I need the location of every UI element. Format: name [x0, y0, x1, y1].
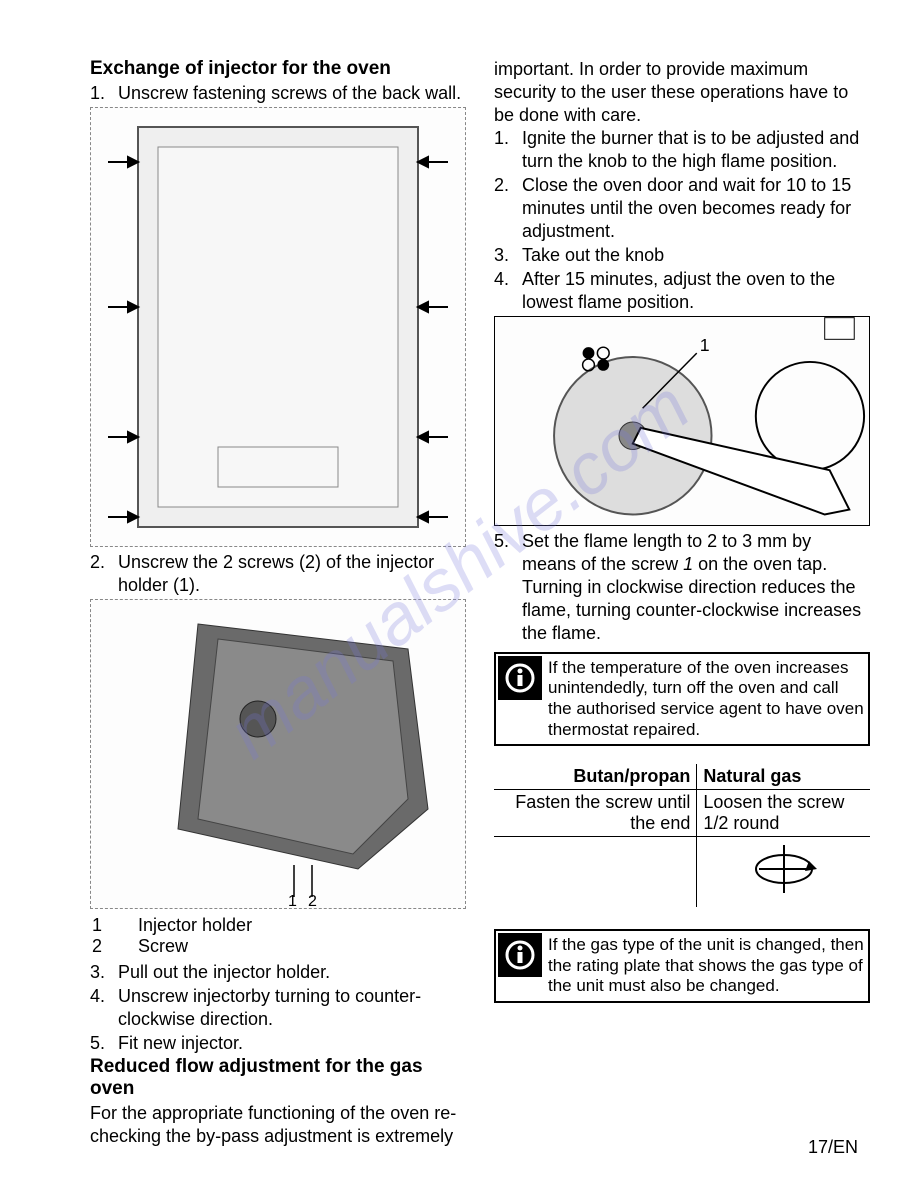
step-2-text: Unscrew the 2 screws (2) of the injector… [118, 552, 434, 595]
rstep-1-text: Ignite the burner that is to be adjusted… [522, 128, 859, 171]
legend: 1 Injector holder 2 Screw [90, 915, 466, 957]
svg-text:1: 1 [288, 893, 297, 909]
heading-reduced-flow: Reduced flow adjustment for the gas oven [90, 1056, 466, 1100]
rotation-arrow-icon [749, 839, 819, 899]
left-column: Exchange of injector for the oven 1.Unsc… [90, 58, 466, 1148]
legend-row-2: 2 Screw [90, 936, 466, 957]
page-number: 17/EN [808, 1137, 858, 1158]
th-butan: Butan/propan [494, 764, 697, 790]
step-3-text: Pull out the injector holder. [118, 962, 330, 982]
td-natural: Loosen the screw 1/2 round [697, 790, 870, 837]
rstep-2: 2.Close the oven door and wait for 10 to… [494, 174, 870, 243]
right-list-1: 1.Ignite the burner that is to be adjust… [494, 127, 870, 314]
screwdriver-diagram: 1 [495, 316, 869, 526]
step-5-text: Fit new injector. [118, 1033, 243, 1053]
two-column-layout: Exchange of injector for the oven 1.Unsc… [90, 58, 870, 1148]
svg-text:1: 1 [700, 335, 710, 355]
left-list-3: 3.Pull out the injector holder. 4.Unscre… [90, 961, 466, 1055]
step-1: 1.Unscrew fastening screws of the back w… [90, 82, 466, 105]
right-column: important. In order to provide maximum s… [494, 58, 870, 1148]
rstep-2-text: Close the oven door and wait for 10 to 1… [522, 175, 851, 241]
step-4-text: Unscrew injectorby turning to counter-cl… [118, 986, 421, 1029]
rstep-3: 3.Take out the knob [494, 244, 870, 267]
rstep-5-italic: 1 [683, 554, 693, 574]
rstep-5: 5. Set the flame length to 2 to 3 mm by … [494, 530, 870, 645]
legend-1-key: 1 [92, 915, 120, 936]
step-3: 3.Pull out the injector holder. [90, 961, 466, 984]
svg-text:2: 2 [308, 893, 317, 909]
step-4: 4.Unscrew injectorby turning to counter-… [90, 985, 466, 1031]
figure-injector-holder: 1 2 [90, 599, 466, 909]
th-natural: Natural gas [697, 764, 870, 790]
info-rating-text: If the gas type of the unit is changed, … [548, 933, 864, 997]
right-list-2: 5. Set the flame length to 2 to 3 mm by … [494, 530, 870, 645]
back-wall-diagram [98, 107, 458, 547]
arrow-cell [697, 837, 870, 907]
table-row-1: Fasten the screw until the end Loosen th… [494, 790, 870, 837]
left-list-1: 1.Unscrew fastening screws of the back w… [90, 82, 466, 105]
legend-2-key: 2 [92, 936, 120, 957]
left-list-2: 2.Unscrew the 2 screws (2) of the inject… [90, 551, 466, 597]
info-box-rating-plate: If the gas type of the unit is changed, … [494, 929, 870, 1003]
info-thermostat-text: If the temperature of the oven increases… [548, 656, 864, 741]
info-box-thermostat: If the temperature of the oven increases… [494, 652, 870, 747]
table-row-icon [494, 837, 870, 907]
legend-2-value: Screw [138, 936, 188, 957]
legend-1-value: Injector holder [138, 915, 252, 936]
td-butan: Fasten the screw until the end [494, 790, 697, 837]
info-icon [498, 933, 542, 977]
figure-back-wall [90, 107, 466, 547]
reduced-flow-text: For the appropriate functioning of the o… [90, 1102, 466, 1148]
step-5: 5.Fit new injector. [90, 1032, 466, 1055]
gas-table: Butan/propan Natural gas Fasten the scre… [494, 764, 870, 907]
rstep-1: 1.Ignite the burner that is to be adjust… [494, 127, 870, 173]
rstep-4: 4.After 15 minutes, adjust the oven to t… [494, 268, 870, 314]
injector-diagram: 1 2 [98, 599, 458, 909]
step-2: 2.Unscrew the 2 screws (2) of the inject… [90, 551, 466, 597]
figure-screwdriver: 1 [494, 316, 870, 526]
intro-continued: important. In order to provide maximum s… [494, 58, 870, 127]
table-header-row: Butan/propan Natural gas [494, 764, 870, 790]
info-icon [498, 656, 542, 700]
heading-exchange-injector: Exchange of injector for the oven [90, 58, 466, 80]
rstep-3-text: Take out the knob [522, 245, 664, 265]
step-1-text: Unscrew fastening screws of the back wal… [118, 83, 461, 103]
rstep-4-text: After 15 minutes, adjust the oven to the… [522, 269, 835, 312]
legend-row-1: 1 Injector holder [90, 915, 466, 936]
